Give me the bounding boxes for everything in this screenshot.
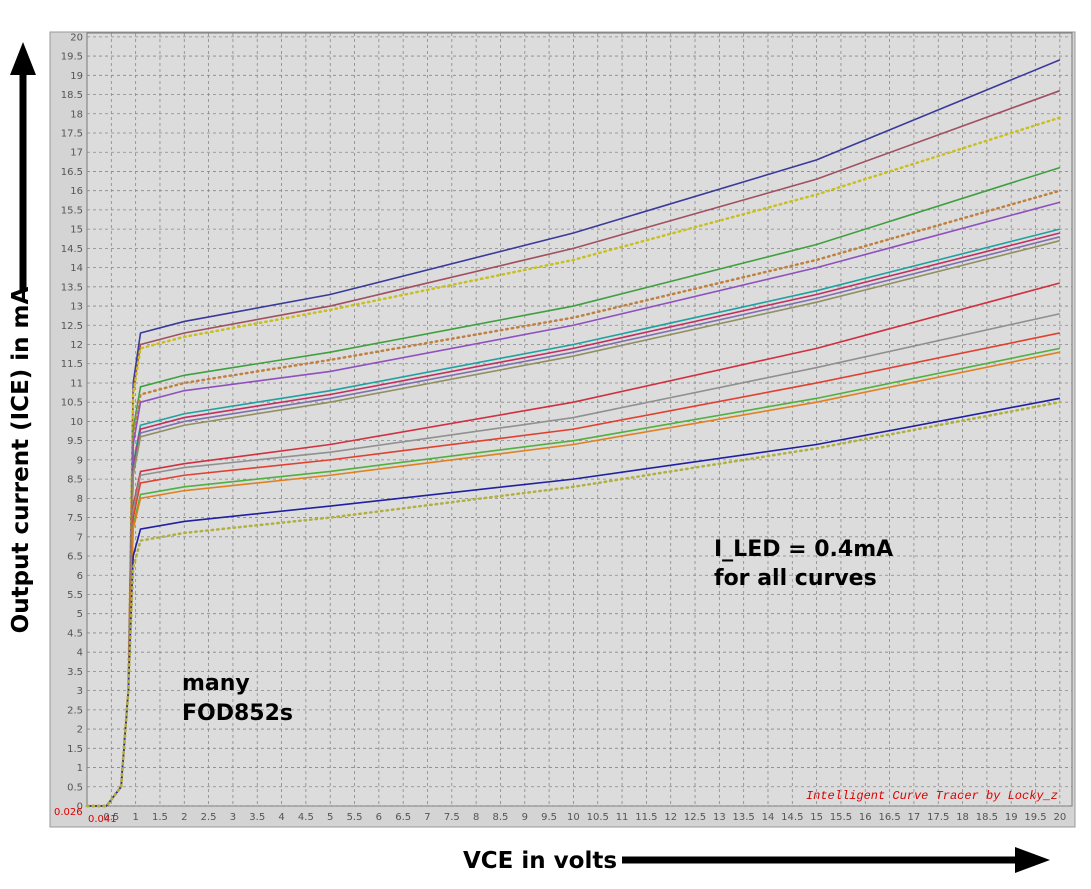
annotation: I_LED = 0.4mA (714, 537, 893, 562)
curves (85, 59, 1062, 808)
x-tick-label: 7 (424, 812, 430, 823)
y-tick-label: 15 (70, 225, 83, 236)
curve (85, 400, 1062, 808)
annotation: FOD852s (182, 701, 293, 726)
y-tick-label: 4.5 (67, 628, 83, 639)
y-tick-label: 13 (70, 302, 83, 313)
x-tick-label: 11 (616, 812, 629, 823)
x-tick-label: 8 (473, 812, 479, 823)
y-tick-label: 6.5 (67, 552, 83, 563)
x-tick-label: 16 (859, 812, 872, 823)
x-tick-label: 6.5 (395, 812, 411, 823)
y-tick-label: 17.5 (61, 128, 83, 139)
y-tick-label: 9.5 (67, 436, 83, 447)
x-tick-label: 4.5 (298, 812, 314, 823)
annotation: for all curves (714, 566, 877, 591)
x-tick-label: 14.5 (781, 812, 803, 823)
x-tick-label: 1 (132, 812, 138, 823)
x-tick-label: 16.5 (878, 812, 900, 823)
x-tick-label: 17.5 (927, 812, 949, 823)
x-tick-label: 19.5 (1024, 812, 1046, 823)
y-tick-label: 18.5 (61, 90, 83, 101)
y-tick-label: 19.5 (61, 52, 83, 63)
y-tick-label: 8.5 (67, 475, 83, 486)
y-tick-label: 12.5 (61, 321, 83, 332)
y-tick-label: 12 (70, 340, 83, 351)
y-tick-label: 6 (77, 571, 83, 582)
y-tick-label: 2.5 (67, 705, 83, 716)
x-tick-label: 11.5 (635, 812, 657, 823)
x-tick-label: 8.5 (493, 812, 509, 823)
x-tick-label: 13 (713, 812, 726, 823)
y-tick-label: 7 (77, 532, 83, 543)
y-tick-label: 7.5 (67, 513, 83, 524)
corner-label: 0.026 (54, 807, 83, 818)
y-tick-label: 11.5 (61, 359, 83, 370)
x-tick-label: 1.5 (152, 812, 168, 823)
x-tick-label: 2 (181, 812, 187, 823)
x-tick-label: 3.5 (249, 812, 265, 823)
grid: 00.511.522.533.544.555.566.577.588.599.5… (61, 32, 1072, 823)
corner-label: 0.041 (88, 814, 117, 825)
x-tick-label: 17 (908, 812, 921, 823)
x-axis-label: VCE in volts (463, 848, 617, 874)
x-tick-label: 18.5 (976, 812, 998, 823)
x-tick-label: 5.5 (347, 812, 363, 823)
y-axis-label: Output current (ICE) in mA (8, 286, 34, 633)
y-tick-label: 15.5 (61, 205, 83, 216)
y-tick-label: 4 (77, 648, 83, 659)
y-tick-label: 8 (77, 494, 83, 505)
x-tick-label: 10 (567, 812, 580, 823)
y-tick-label: 16.5 (61, 167, 83, 178)
y-tick-label: 14 (70, 263, 83, 274)
x-tick-label: 3 (230, 812, 236, 823)
y-tick-label: 14.5 (61, 244, 83, 255)
y-tick-label: 9 (77, 455, 83, 466)
x-tick-label: 10.5 (587, 812, 609, 823)
y-tick-label: 11 (70, 378, 83, 389)
x-tick-label: 5 (327, 812, 333, 823)
x-arrow-head (1015, 847, 1050, 873)
x-tick-label: 20 (1053, 812, 1066, 823)
y-tick-label: 0.5 (67, 782, 83, 793)
y-tick-label: 10.5 (61, 398, 83, 409)
y-tick-label: 3.5 (67, 667, 83, 678)
x-tick-label: 15 (810, 812, 823, 823)
y-tick-label: 20 (70, 32, 83, 43)
x-tick-label: 6 (376, 812, 382, 823)
watermark: Intelligent Curve Tracer by Locky_z (806, 789, 1058, 803)
x-tick-label: 15.5 (830, 812, 852, 823)
y-tick-label: 17 (70, 148, 83, 159)
y-tick-label: 18 (70, 109, 83, 120)
x-tick-label: 9.5 (541, 812, 557, 823)
x-tick-label: 13.5 (733, 812, 755, 823)
x-tick-label: 2.5 (201, 812, 217, 823)
x-tick-label: 7.5 (444, 812, 460, 823)
y-tick-label: 1.5 (67, 744, 83, 755)
y-tick-label: 10 (70, 417, 83, 428)
y-tick-label: 13.5 (61, 282, 83, 293)
annotation: many (182, 671, 250, 696)
y-tick-label: 19 (70, 71, 83, 82)
x-tick-label: 0.5 (103, 812, 119, 823)
y-tick-label: 1 (77, 763, 83, 774)
x-tick-label: 19 (1005, 812, 1018, 823)
x-tick-label: 12 (664, 812, 677, 823)
x-tick-label: 18 (956, 812, 969, 823)
y-tick-label: 5 (77, 609, 83, 620)
y-arrow-head (10, 42, 36, 75)
x-tick-label: 9 (522, 812, 528, 823)
plot-area (86, 32, 1073, 807)
y-tick-label: 0 (77, 802, 83, 813)
y-tick-label: 2 (77, 725, 83, 736)
x-tick-label: 4 (278, 812, 284, 823)
y-tick-label: 5.5 (67, 590, 83, 601)
x-tick-label: 14 (762, 812, 775, 823)
y-tick-label: 16 (70, 186, 83, 197)
x-tick-label: 12.5 (684, 812, 706, 823)
y-tick-label: 3 (77, 686, 83, 697)
